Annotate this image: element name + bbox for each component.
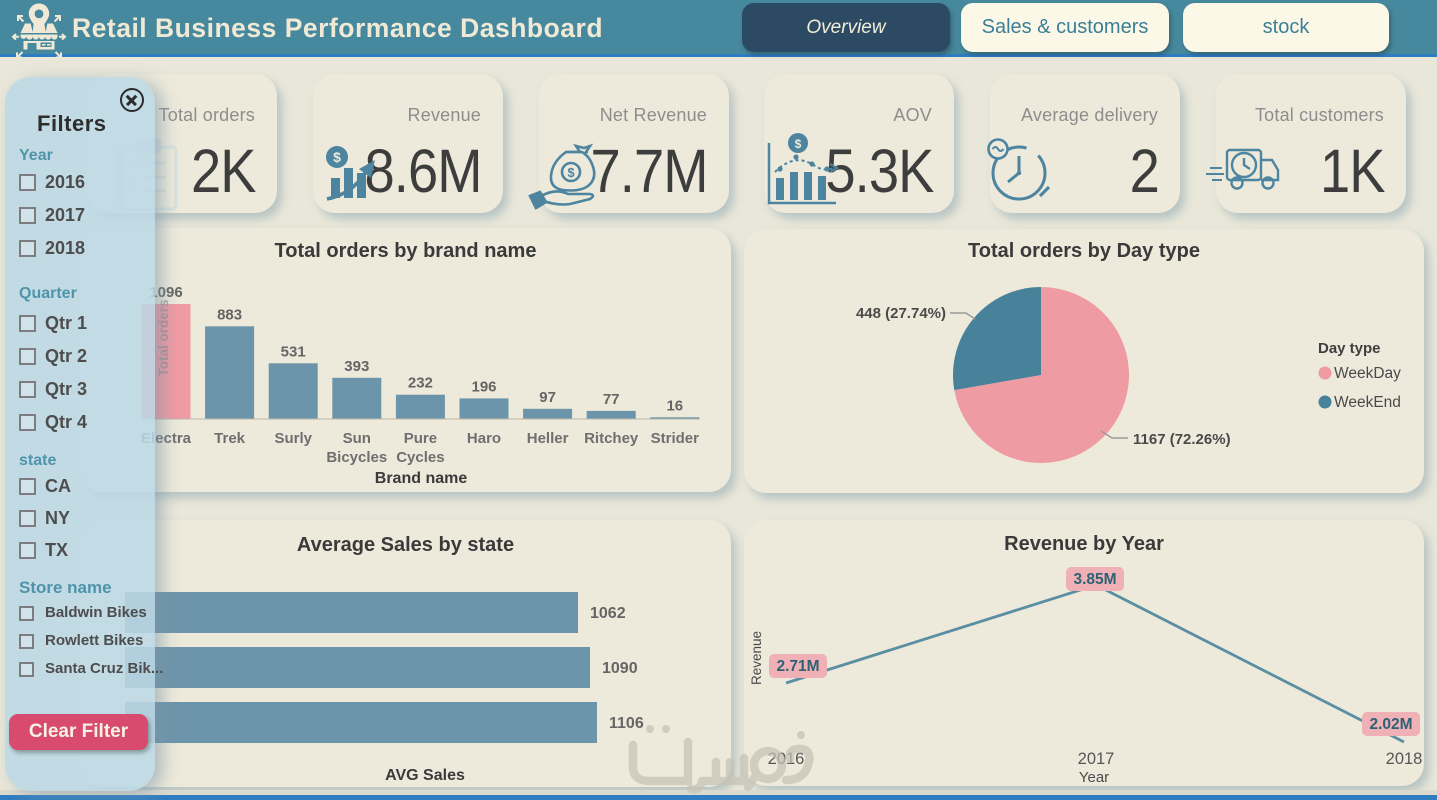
- svg-text:883: 883: [217, 306, 242, 323]
- svg-text:$: $: [333, 149, 341, 165]
- svg-text:1167 (72.26%): 1167 (72.26%): [1133, 431, 1231, 448]
- svg-text:77: 77: [603, 391, 620, 408]
- svg-text:Bicycles: Bicycles: [326, 449, 387, 466]
- svg-text:Heller: Heller: [527, 430, 569, 447]
- svg-text:2.71M: 2.71M: [776, 658, 819, 675]
- svg-text:Revenue: Revenue: [749, 631, 764, 685]
- svg-text:1062: 1062: [590, 605, 626, 622]
- svg-text:Year: Year: [1079, 769, 1109, 786]
- svg-text:2018: 2018: [1386, 750, 1423, 768]
- svg-text:Strider: Strider: [651, 430, 700, 447]
- svg-text:1090: 1090: [602, 660, 638, 677]
- svg-text:Trek: Trek: [214, 430, 246, 447]
- svg-text:WeekEnd: WeekEnd: [1334, 394, 1401, 411]
- svg-text:Day type: Day type: [1318, 340, 1381, 357]
- svg-text:196: 196: [471, 378, 496, 395]
- svg-text:97: 97: [539, 389, 556, 406]
- svg-text:1096: 1096: [149, 284, 182, 301]
- svg-text:Brand name: Brand name: [375, 470, 468, 487]
- svg-text:Haro: Haro: [467, 430, 501, 447]
- svg-text:16: 16: [666, 397, 683, 414]
- svg-text:$: $: [567, 165, 575, 180]
- svg-text:Cycles: Cycles: [396, 449, 444, 466]
- svg-text:Pure: Pure: [404, 430, 437, 447]
- svg-text:Sun: Sun: [343, 430, 371, 447]
- svg-text:1106: 1106: [609, 715, 644, 732]
- svg-text:AVG Sales: AVG Sales: [385, 767, 465, 784]
- svg-text:393: 393: [344, 358, 369, 375]
- svg-text:531: 531: [281, 343, 306, 360]
- svg-text:Total orders: Total orders: [156, 299, 171, 376]
- svg-text:2.02M: 2.02M: [1369, 716, 1412, 733]
- svg-text:3.85M: 3.85M: [1073, 571, 1116, 588]
- svg-text:448 (27.74%): 448 (27.74%): [856, 305, 946, 322]
- svg-text:2017: 2017: [1078, 750, 1115, 768]
- svg-text:WeekDay: WeekDay: [1334, 365, 1401, 382]
- svg-text:Surly: Surly: [274, 430, 312, 447]
- svg-text:Ritchey: Ritchey: [584, 430, 639, 447]
- svg-text:232: 232: [408, 375, 433, 392]
- svg-text:$: $: [795, 137, 802, 151]
